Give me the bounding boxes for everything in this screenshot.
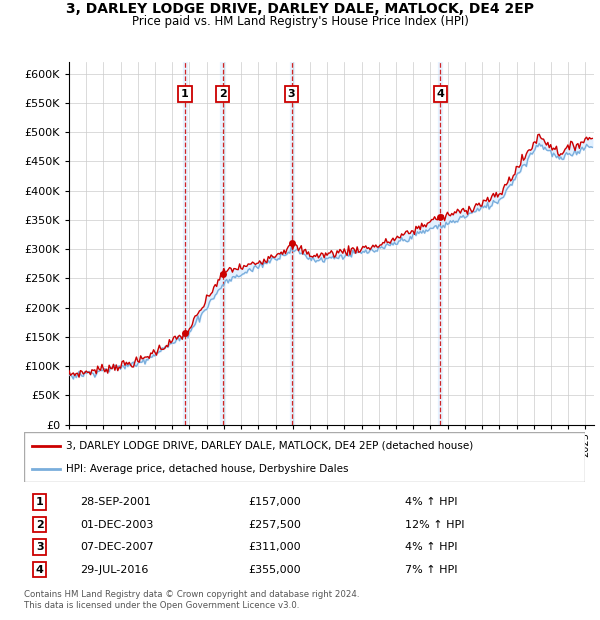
Text: 1: 1 bbox=[181, 89, 189, 99]
Text: £311,000: £311,000 bbox=[248, 542, 301, 552]
Text: 4% ↑ HPI: 4% ↑ HPI bbox=[406, 497, 458, 507]
Text: Price paid vs. HM Land Registry's House Price Index (HPI): Price paid vs. HM Land Registry's House … bbox=[131, 16, 469, 29]
Text: Contains HM Land Registry data © Crown copyright and database right 2024.
This d: Contains HM Land Registry data © Crown c… bbox=[24, 590, 359, 609]
Text: 4: 4 bbox=[436, 89, 444, 99]
Text: 07-DEC-2007: 07-DEC-2007 bbox=[80, 542, 154, 552]
Bar bbox=[220, 62, 224, 425]
Text: 3, DARLEY LODGE DRIVE, DARLEY DALE, MATLOCK, DE4 2EP: 3, DARLEY LODGE DRIVE, DARLEY DALE, MATL… bbox=[66, 2, 534, 16]
Text: HPI: Average price, detached house, Derbyshire Dales: HPI: Average price, detached house, Derb… bbox=[66, 464, 349, 474]
Text: 2: 2 bbox=[36, 520, 44, 529]
Text: 3: 3 bbox=[288, 89, 295, 99]
Text: 29-JUL-2016: 29-JUL-2016 bbox=[80, 565, 148, 575]
FancyBboxPatch shape bbox=[24, 432, 585, 482]
Text: 4: 4 bbox=[36, 565, 44, 575]
Bar bbox=[438, 62, 442, 425]
Text: 7% ↑ HPI: 7% ↑ HPI bbox=[406, 565, 458, 575]
Text: 12% ↑ HPI: 12% ↑ HPI bbox=[406, 520, 465, 529]
Text: 01-DEC-2003: 01-DEC-2003 bbox=[80, 520, 154, 529]
Text: £355,000: £355,000 bbox=[248, 565, 301, 575]
Text: £157,000: £157,000 bbox=[248, 497, 301, 507]
Bar bbox=[183, 62, 187, 425]
Text: 28-SEP-2001: 28-SEP-2001 bbox=[80, 497, 151, 507]
Text: 4% ↑ HPI: 4% ↑ HPI bbox=[406, 542, 458, 552]
Text: £257,500: £257,500 bbox=[248, 520, 301, 529]
Text: 3: 3 bbox=[36, 542, 44, 552]
Bar bbox=[290, 62, 293, 425]
Text: 1: 1 bbox=[36, 497, 44, 507]
Text: 3, DARLEY LODGE DRIVE, DARLEY DALE, MATLOCK, DE4 2EP (detached house): 3, DARLEY LODGE DRIVE, DARLEY DALE, MATL… bbox=[66, 441, 473, 451]
Text: 2: 2 bbox=[218, 89, 226, 99]
